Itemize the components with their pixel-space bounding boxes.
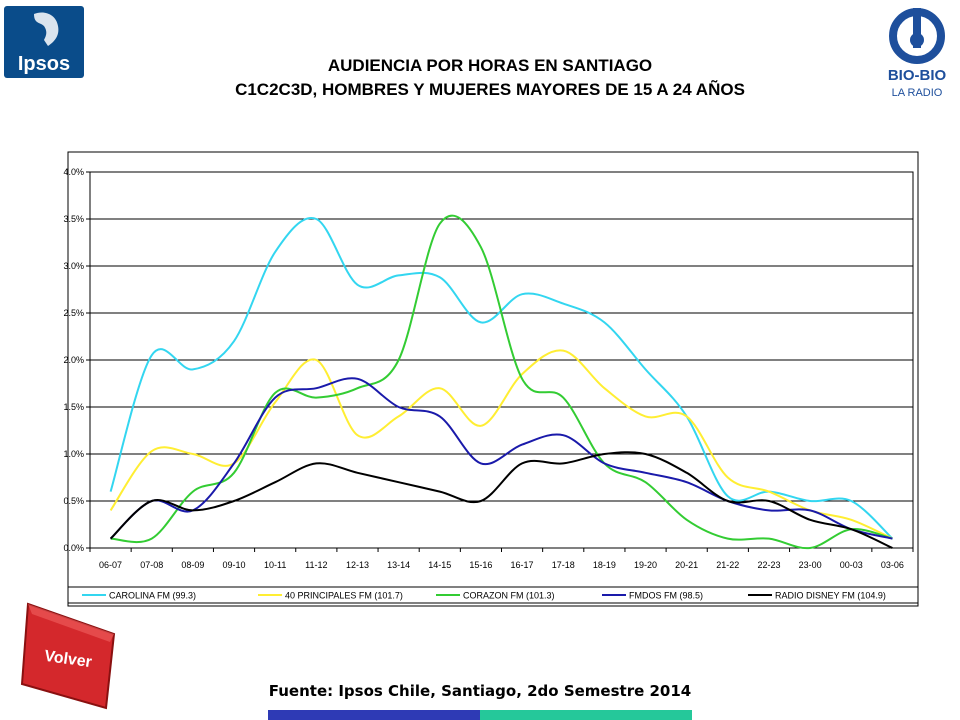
y-tick-label: 1.0%	[63, 449, 84, 459]
x-tick-label: 23-00	[799, 560, 822, 570]
ipsos-logo-text: Ipsos	[18, 53, 70, 75]
x-tick-label: 06-07	[99, 560, 122, 570]
x-tick-label: 14-15	[428, 560, 451, 570]
x-tick-label: 18-19	[593, 560, 616, 570]
series-line-3	[109, 377, 893, 540]
x-tick-label: 15-16	[469, 560, 492, 570]
y-tick-label: 2.5%	[63, 308, 84, 318]
biobio-logo-text: BIO-BIO	[888, 67, 947, 84]
series-line-1	[109, 349, 893, 540]
x-tick-label: 03-06	[881, 560, 904, 570]
y-tick-label: 4.0%	[63, 167, 84, 177]
x-tick-label: 13-14	[387, 560, 410, 570]
legend-label: RADIO DISNEY FM (104.9)	[775, 591, 886, 601]
x-tick-label: 10-11	[264, 560, 286, 570]
legend-label: 40 PRINCIPALES FM (101.7)	[285, 591, 403, 601]
y-tick-label: 3.5%	[63, 214, 84, 224]
x-tick-label: 09-10	[223, 560, 246, 570]
legend-label: CORAZON FM (101.3)	[463, 591, 555, 601]
x-tick-label: 11-12	[305, 560, 327, 570]
series-line-4	[109, 451, 893, 549]
legend-box	[67, 586, 919, 604]
footer-bar-green	[480, 710, 692, 720]
y-tick-label: 3.0%	[63, 261, 84, 271]
x-tick-label: 16-17	[511, 560, 534, 570]
chart-title: AUDIENCIA POR HORAS EN SANTIAGO C1C2C3D,…	[120, 54, 860, 102]
y-tick-label: 0.5%	[63, 496, 84, 506]
biobio-logo-subtext: LA RADIO	[892, 87, 943, 99]
x-tick-label: 19-20	[634, 560, 657, 570]
series-line-0	[109, 217, 894, 540]
legend-label: CAROLINA FM (99.3)	[109, 591, 196, 601]
biobio-logo: BIO-BIO LA RADIO	[888, 8, 947, 99]
footer-bar-blue	[268, 710, 480, 720]
ipsos-logo: Ipsos	[4, 6, 84, 78]
source-note: Fuente: Ipsos Chile, Santiago, 2do Semes…	[268, 682, 692, 700]
y-tick-label: 0.0%	[63, 543, 84, 553]
title-line-1: AUDIENCIA POR HORAS EN SANTIAGO	[327, 56, 653, 75]
x-tick-label: 07-08	[140, 560, 163, 570]
x-tick-label: 08-09	[181, 560, 204, 570]
y-tick-label: 1.5%	[63, 402, 84, 412]
volver-label[interactable]: Volver	[43, 648, 93, 671]
title-line-2: C1C2C3D, HOMBRES Y MUJERES MAYORES DE 15…	[235, 80, 745, 99]
line-chart: 0.0% 0.5% 1.0% 1.5% 2.0% 2.5% 3.0% 3.5% 4.0% 06-0…	[63, 151, 919, 607]
x-tick-label: 17-18	[552, 560, 575, 570]
legend-label: FMDOS FM (98.5)	[629, 591, 703, 601]
y-tick-label: 2.0%	[63, 355, 84, 365]
volver-button[interactable]: Volver	[18, 600, 118, 710]
series-line-2	[110, 214, 893, 550]
x-tick-label: 21-22	[716, 560, 739, 570]
x-tick-label: 20-21	[675, 560, 698, 570]
x-tick-label: 22-23	[757, 560, 780, 570]
x-tick-label: 12-13	[346, 560, 369, 570]
x-tick-label: 00-03	[840, 560, 863, 570]
